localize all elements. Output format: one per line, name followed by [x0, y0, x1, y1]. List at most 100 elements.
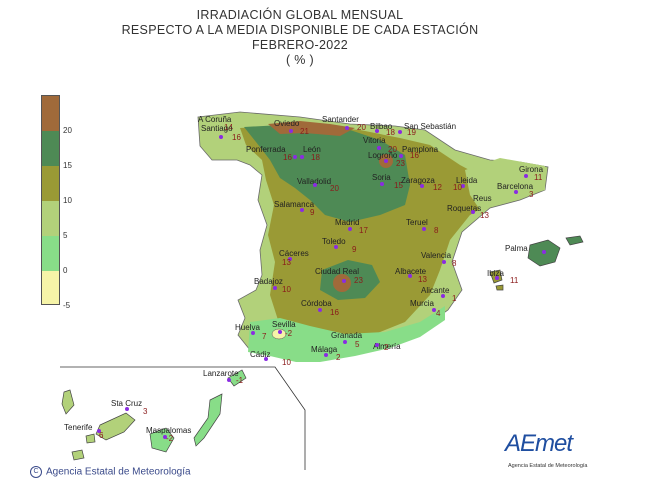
station-palma-marker — [542, 250, 546, 254]
station-lanzarote-value: -1 — [236, 376, 244, 385]
station-valencia-value: 8 — [452, 259, 457, 268]
station-caceres-marker — [288, 257, 292, 261]
station-almeria-label: Almería — [373, 342, 401, 351]
station-lleida-value: 10 — [453, 183, 462, 192]
legend-band-10-15 — [42, 166, 59, 201]
station-teruel-label: Teruel — [406, 218, 428, 227]
station-ibiza-marker — [495, 276, 499, 280]
station-sevilla-label: Sevilla — [272, 320, 296, 329]
legend-band-5-10 — [42, 201, 59, 236]
station-ibiza-value: 11 — [510, 276, 519, 285]
station-malaga-label: Málaga — [311, 345, 338, 354]
peninsula-fill — [197, 111, 549, 362]
station-cordoba-value: 16 — [330, 308, 339, 317]
station-alicante-label: Alicante — [421, 286, 450, 295]
station-murcia-value: 4 — [436, 309, 441, 318]
station-badajoz-label: Badajoz — [254, 277, 283, 286]
station-salamanca-marker — [300, 208, 304, 212]
title-line-1: IRRADIACIÓN GLOBAL MENSUAL — [196, 8, 404, 22]
station-santander-marker — [345, 126, 349, 130]
island-gran-canaria — [149, 427, 175, 453]
legend-band-above-20 — [42, 96, 59, 131]
station-san-sebastian-value: 19 — [407, 128, 416, 137]
station-albacete-marker — [408, 274, 412, 278]
station-cordoba-marker — [318, 308, 322, 312]
island-tenerife — [95, 412, 136, 441]
station-soria-value: 15 — [394, 181, 403, 190]
station-badajoz-marker — [273, 286, 277, 290]
station-lleida-marker — [461, 184, 465, 188]
station-huelva-label: Huelva — [235, 323, 260, 332]
station-bilbao-label: Bilbao — [370, 122, 393, 131]
station-bilbao-marker — [375, 129, 379, 133]
station-leon-value: 18 — [311, 153, 320, 162]
station-reus-label: Reus — [473, 194, 492, 203]
island-la-palma — [61, 389, 75, 415]
station-malaga-marker — [324, 353, 328, 357]
station-maspalomas-value: -2 — [166, 434, 174, 443]
legend-band-below-0 — [42, 271, 59, 304]
station-oviedo-value: 21 — [300, 127, 309, 136]
station-sta-cruz-marker — [125, 407, 129, 411]
station-caceres-label: Cáceres — [279, 249, 309, 258]
station-ciudad-real-value: 23 — [354, 276, 363, 285]
station-granada-label: Granada — [331, 331, 363, 340]
agency-credit-text: Agencia Estatal de Meteorología — [46, 466, 191, 478]
station-oviedo-label: Oviedo — [274, 119, 300, 128]
station-santander-label: Santander — [322, 115, 359, 124]
copyright-icon: C — [30, 466, 42, 478]
station-zaragoza-value: 12 — [433, 183, 442, 192]
station-santiago-value: 16 — [232, 133, 241, 142]
station-albacete-value: 13 — [418, 275, 427, 284]
station-logrono-value: 23 — [396, 159, 405, 168]
station-leon-marker — [300, 155, 304, 159]
station-zaragoza-marker — [420, 184, 424, 188]
station-lanzarote-label: Lanzarote — [203, 369, 239, 378]
station-lanzarote-marker — [227, 378, 231, 382]
aemet-logo: AEmet Agencia Estatal de Meteorología — [505, 430, 595, 475]
station-toledo-value: 9 — [352, 245, 357, 254]
legend-tick-0: 0 — [63, 266, 68, 275]
zone-below-0-sevilla — [271, 328, 287, 340]
station-salamanca-label: Salamanca — [274, 200, 315, 209]
station-valladolid-marker — [313, 183, 317, 187]
station-a-coruna-value: 14 — [224, 123, 233, 132]
station-barcelona-marker — [514, 190, 518, 194]
station-santander-value: 20 — [357, 123, 366, 132]
station-san-sebastian-marker — [398, 130, 402, 134]
station-maspalomas-label: Maspalomas — [146, 426, 191, 435]
station-girona-value: 11 — [534, 173, 543, 182]
legend-tick-20: 20 — [63, 126, 72, 135]
station-teruel-marker — [422, 227, 426, 231]
station-a-coruna-label: A Coruña — [198, 115, 232, 124]
map-title: IRRADIACIÓN GLOBAL MENSUAL RESPECTO A LA… — [0, 8, 600, 68]
station-madrid-label: Madrid — [335, 218, 359, 227]
title-line-4: ( % ) — [286, 53, 314, 67]
station-ciudad-real-label: Ciudad Real — [315, 267, 359, 276]
island-gomera — [85, 433, 96, 444]
title-line-2: RESPECTO A LA MEDIA DISPONIBLE DE CADA E… — [121, 23, 479, 37]
station-soria-marker — [380, 182, 384, 186]
station-roquetas-label: Roquetas — [447, 204, 481, 213]
balearic-islands — [489, 235, 584, 291]
station-bilbao-value: 18 — [386, 128, 395, 137]
station-san-sebastian-label: San Sebastián — [404, 122, 456, 131]
station-sta-cruz-value: 3 — [143, 407, 148, 416]
legend-tick-minus-5: -5 — [63, 301, 71, 310]
menorca-shape — [565, 235, 584, 246]
station-malaga-value: 2 — [336, 353, 341, 362]
station-roquetas-marker — [471, 210, 475, 214]
island-fuerteventura — [193, 393, 223, 447]
zone-15-20 — [244, 124, 410, 222]
station-ponferrada-value: 16 — [283, 153, 292, 162]
station-cadiz-value: 10 — [282, 358, 291, 367]
station-santiago-label: Santiago — [201, 124, 233, 133]
zone-0-5-south — [248, 306, 445, 362]
station-lleida-label: Lleida — [456, 176, 478, 185]
station-albacete-label: Albacete — [395, 267, 427, 276]
legend-tick-15: 15 — [63, 161, 72, 170]
station-oviedo-marker — [289, 129, 293, 133]
station-ponferrada-label: Ponferrada — [246, 145, 286, 154]
station-cadiz-marker — [264, 357, 268, 361]
station-huelva-value: 7 — [262, 332, 267, 341]
